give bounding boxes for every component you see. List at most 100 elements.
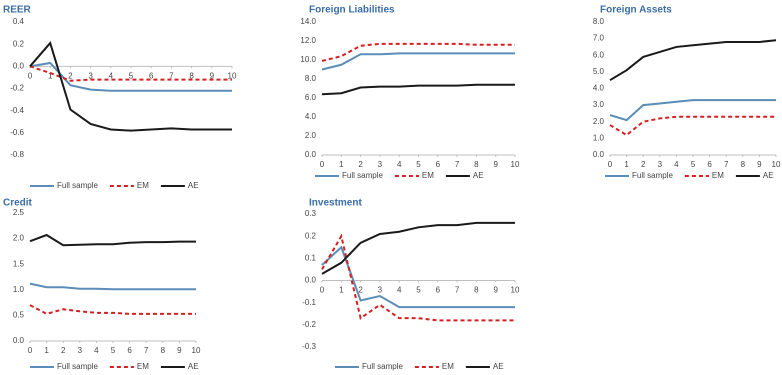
x-tick-label: 10: [228, 71, 237, 80]
x-tick-label: 10: [772, 160, 781, 169]
x-tick-label: 5: [129, 71, 134, 80]
y-tick-label: -0.1: [302, 298, 316, 307]
x-tick-label: 7: [455, 286, 460, 295]
y-tick-label: 1.0: [13, 285, 25, 294]
x-tick-label: 2: [358, 160, 363, 169]
series-line: [29, 65, 232, 82]
x-tick-label: 10: [511, 286, 520, 295]
y-tick-label: 3.0: [593, 100, 605, 109]
x-tick-label: 2: [358, 286, 363, 295]
series-line: [321, 233, 515, 322]
x-tick-label: 7: [169, 71, 174, 80]
x-tick-label: 1: [48, 71, 53, 80]
series-line: [29, 41, 232, 132]
x-tick-label: 10: [192, 346, 201, 355]
y-tick-label: 1.5: [13, 259, 25, 268]
y-tick-label: 0.0: [305, 276, 317, 285]
x-tick-label: 7: [144, 346, 149, 355]
x-tick-label: 3: [378, 160, 383, 169]
y-tick-label: 8.0: [305, 74, 317, 83]
legend-label: EM: [137, 181, 149, 190]
x-tick-label: 2: [68, 71, 73, 80]
y-tick-label: 4.0: [305, 112, 317, 121]
x-tick-label: 4: [94, 346, 99, 355]
y-tick-label: 10.0: [300, 55, 316, 64]
legend-label: Full sample: [57, 362, 98, 371]
x-tick-label: 3: [88, 71, 93, 80]
x-tick-label: 1: [339, 286, 344, 295]
y-tick-label: 0.1: [305, 253, 317, 262]
chart-title: Foreign Assets: [600, 5, 672, 16]
chart-title: Credit: [3, 198, 33, 209]
x-tick-label: 4: [397, 160, 402, 169]
legend-label: AE: [188, 362, 199, 371]
y-tick-label: 0.5: [13, 311, 25, 320]
x-tick-label: 5: [691, 160, 696, 169]
x-tick-label: 8: [189, 71, 194, 80]
y-tick-label: 0.0: [13, 61, 25, 70]
x-tick-label: 4: [397, 286, 402, 295]
series-line: [609, 99, 776, 122]
x-tick-label: 4: [674, 160, 679, 169]
x-tick-label: 6: [707, 160, 712, 169]
y-tick-label: 6.0: [305, 93, 317, 102]
legend-label: EM: [712, 171, 724, 180]
legend-label: AE: [493, 362, 504, 371]
series-line: [29, 282, 196, 291]
y-tick-label: -0.8: [10, 150, 24, 159]
series-line: [609, 115, 776, 137]
series-line: [321, 221, 515, 275]
y-tick-label: 4.0: [593, 84, 605, 93]
x-tick-label: 3: [658, 160, 663, 169]
x-tick-label: 8: [161, 346, 166, 355]
x-tick-label: 1: [339, 160, 344, 169]
y-tick-label: 14.0: [300, 17, 316, 26]
y-tick-label: 7.0: [593, 34, 605, 43]
y-tick-label: 0.2: [305, 231, 317, 240]
y-tick-label: 1.0: [593, 133, 605, 142]
y-tick-label: 0.0: [593, 150, 605, 159]
x-tick-label: 3: [378, 286, 383, 295]
legend-label: AE: [188, 181, 199, 190]
y-tick-label: -0.3: [302, 342, 316, 351]
legend-label: AE: [763, 171, 774, 180]
legend-label: AE: [473, 171, 484, 180]
legend-label: Full sample: [342, 171, 383, 180]
x-tick-label: 5: [416, 160, 421, 169]
y-tick-label: -0.6: [10, 128, 24, 137]
x-tick-label: 7: [455, 160, 460, 169]
series-line: [321, 245, 515, 309]
y-tick-label: 0.0: [305, 150, 317, 159]
series-line: [29, 233, 196, 247]
y-tick-label: 0.3: [305, 209, 317, 218]
y-tick-label: -0.2: [10, 84, 24, 93]
y-tick-label: 2.0: [13, 234, 25, 243]
x-tick-label: 8: [474, 286, 479, 295]
x-tick-label: 10: [511, 160, 520, 169]
y-tick-label: 6.0: [593, 50, 605, 59]
y-tick-label: 8.0: [593, 17, 605, 26]
y-tick-label: 12.0: [300, 36, 316, 45]
x-tick-label: 2: [641, 160, 646, 169]
x-tick-label: 6: [127, 346, 132, 355]
x-tick-label: 2: [61, 346, 66, 355]
x-tick-label: 7: [724, 160, 729, 169]
legend-label: EM: [137, 362, 149, 371]
x-tick-label: 9: [757, 160, 762, 169]
x-tick-label: 0: [320, 286, 325, 295]
series-line: [609, 39, 777, 82]
x-tick-label: 9: [493, 160, 498, 169]
legend-label: EM: [422, 171, 434, 180]
y-tick-label: 2.0: [305, 131, 317, 140]
x-tick-label: 9: [210, 71, 215, 80]
series-line: [29, 304, 196, 315]
x-tick-label: 3: [78, 346, 83, 355]
legend-label: EM: [442, 362, 454, 371]
legend-label: Full sample: [632, 171, 673, 180]
series-line: [321, 83, 515, 96]
y-tick-label: -0.2: [302, 320, 316, 329]
y-tick-label: 2.0: [593, 117, 605, 126]
y-tick-label: 0.4: [13, 17, 25, 26]
x-tick-label: 0: [608, 160, 613, 169]
x-tick-label: 9: [493, 286, 498, 295]
